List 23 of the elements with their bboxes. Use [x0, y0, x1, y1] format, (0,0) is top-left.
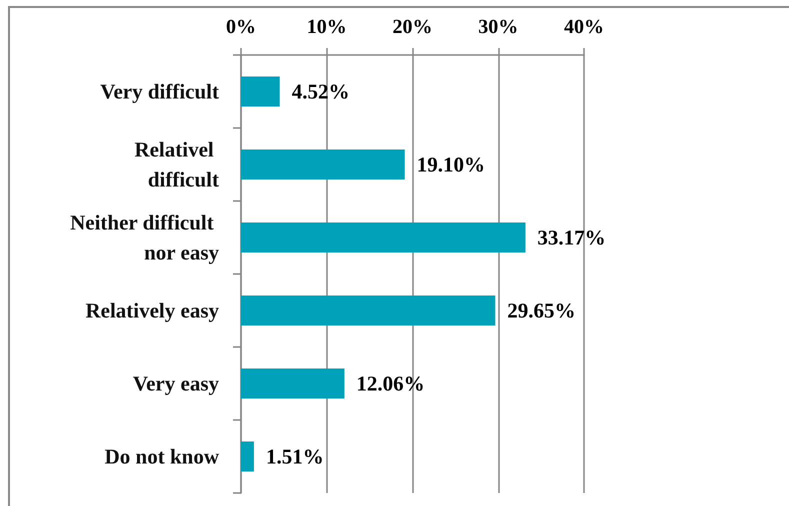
y-tick-label: Relatively easy	[85, 298, 220, 322]
x-tick-label: 30%	[478, 16, 518, 38]
data-label: 29.65%	[507, 298, 576, 322]
bar	[241, 442, 254, 472]
x-tick-label: 20%	[392, 16, 432, 38]
y-tick-label: Very easy	[132, 372, 220, 396]
bar	[241, 150, 405, 180]
x-tick-label: 0%	[226, 16, 256, 38]
bar	[241, 76, 280, 106]
y-tick-label: Neither difficult nor easy	[70, 210, 220, 264]
y-tick-label: Very difficult	[100, 80, 219, 104]
bar	[241, 368, 344, 398]
bar	[241, 222, 526, 252]
data-label: 12.06%	[356, 372, 425, 396]
data-label: 19.10%	[416, 152, 486, 176]
bar	[241, 296, 496, 326]
y-tick-label: Relativel difficult	[134, 138, 219, 192]
data-label: 4.52%	[292, 80, 350, 104]
x-tick-label: 40%	[564, 16, 604, 38]
y-tick-label: Do not know	[104, 444, 220, 468]
x-tick-label: 10%	[306, 16, 347, 38]
data-label: 33.17%	[537, 226, 606, 250]
data-label: 1.51%	[266, 444, 324, 468]
